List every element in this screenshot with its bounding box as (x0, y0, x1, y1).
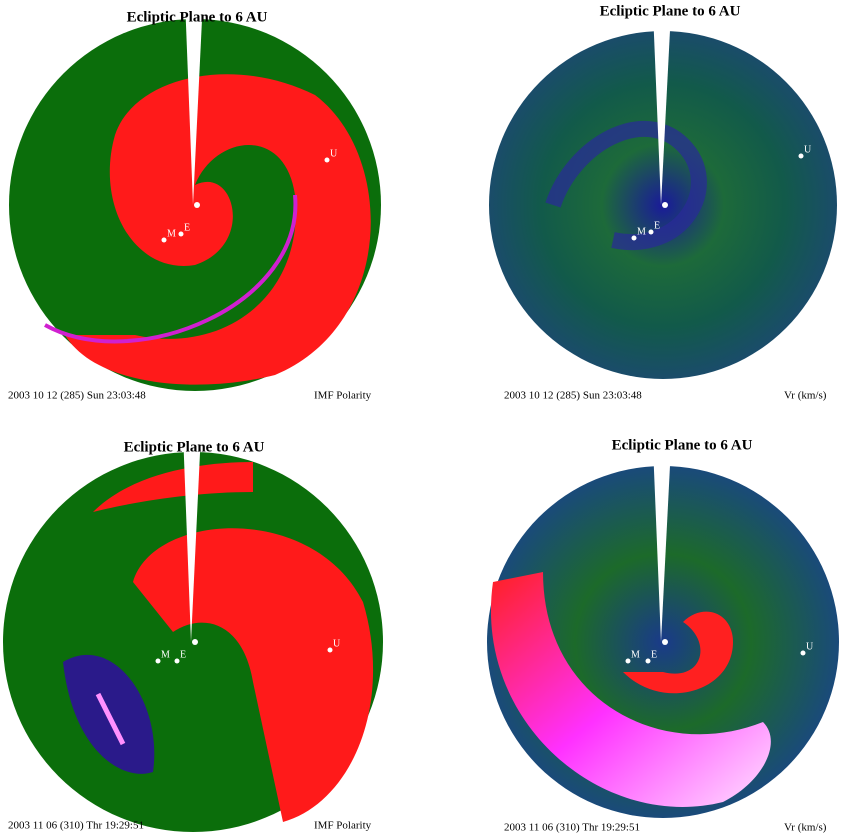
planet-dot (646, 659, 651, 664)
timestamp: 2003 11 06 (310) Thr 19:29:51 (504, 822, 640, 834)
panel-title: Ecliptic Plane to 6 AU (600, 3, 741, 19)
planet-label: E (184, 222, 190, 233)
planet-label: M (637, 226, 646, 237)
planet-dot (179, 232, 184, 237)
planet-label: M (161, 649, 170, 660)
planet-label: E (654, 220, 660, 231)
sun (192, 639, 198, 645)
panel-title: Ecliptic Plane to 6 AU (127, 9, 268, 25)
planet-dot (626, 659, 631, 664)
planet-dot (649, 230, 654, 235)
planet-label: M (167, 228, 176, 239)
panel: Ecliptic Plane to 6 AU 2003 10 12 (285) S… (8, 0, 381, 402)
planet-dot (632, 236, 637, 241)
panel-title: Ecliptic Plane to 6 AU (124, 439, 265, 455)
timestamp: 2003 11 06 (310) Thr 19:29:51 (8, 820, 144, 832)
planet-label: U (333, 638, 341, 649)
quantity-label: IMF Polarity (314, 390, 372, 402)
planet-dot (325, 158, 330, 163)
timestamp: 2003 10 12 (285) Sun 23:03:48 (504, 390, 642, 402)
planet-label: U (804, 144, 812, 155)
timestamp: 2003 10 12 (285) Sun 23:03:48 (8, 390, 146, 402)
sun (662, 202, 668, 208)
panel-title: Ecliptic Plane to 6 AU (612, 437, 753, 453)
panel: Ecliptic Plane to 6 AU 2003 10 12 (285) S… (489, 3, 837, 401)
planet-dot (175, 659, 180, 664)
panel: Ecliptic Plane to 6 AU 2003 11 06 (310) T… (3, 432, 383, 832)
sun (194, 202, 200, 208)
quantity-label: IMF Polarity (314, 820, 372, 832)
planet-label: E (651, 649, 657, 660)
planet-label: M (631, 649, 640, 660)
panel: Ecliptic Plane to 6 AU 2003 11 06 (310) T… (487, 437, 839, 833)
planet-dot (162, 238, 167, 243)
quantity-label: Vr (km/s) (784, 822, 827, 834)
planet-dot (799, 154, 804, 159)
figure: Ecliptic Plane to 6 AU 2003 10 12 (285) S… (0, 0, 847, 837)
quantity-label: Vr (km/s) (784, 390, 827, 402)
planet-dot (328, 648, 333, 653)
planet-dot (801, 651, 806, 656)
planet-label: E (180, 649, 186, 660)
planet-label: U (330, 148, 338, 159)
planet-dot (156, 659, 161, 664)
planet-label: U (806, 641, 814, 652)
sun (662, 639, 668, 645)
